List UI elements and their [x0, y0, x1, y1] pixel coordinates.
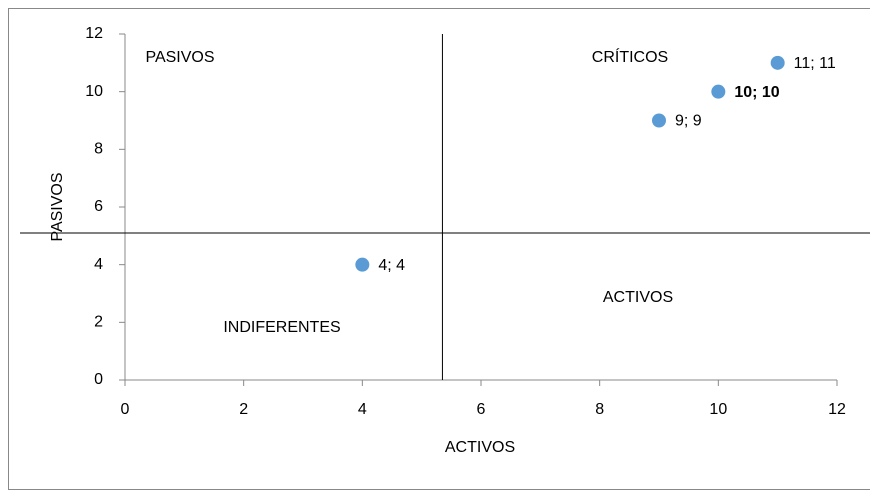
- y-tick-label: 0: [94, 371, 103, 388]
- y-tick-label: 10: [85, 83, 103, 100]
- quadrant-label: INDIFERENTES: [223, 319, 340, 336]
- x-tick-label: 8: [595, 401, 604, 418]
- y-tick-label: 12: [85, 25, 103, 42]
- point: [770, 55, 785, 70]
- x-tick-label: 0: [121, 401, 130, 418]
- data-label: 4; 4: [378, 257, 405, 274]
- y-tick-label: 2: [94, 314, 103, 331]
- chart-frame: [8, 8, 870, 490]
- data-label: 11; 11: [794, 55, 836, 72]
- x-tick-label: 12: [828, 401, 846, 418]
- y-tick-label: 4: [94, 256, 103, 273]
- x-tick-label: 6: [477, 401, 486, 418]
- point: [711, 84, 726, 99]
- x-tick-label: 4: [358, 401, 367, 418]
- quadrant-label: PASIVOS: [145, 49, 214, 66]
- quadrant-label: CRÍTICOS: [592, 47, 668, 66]
- x-axis-title: ACTIVOS: [445, 439, 515, 456]
- y-axis-title: PASIVOS: [49, 172, 66, 241]
- point: [652, 113, 666, 128]
- point: [355, 257, 370, 272]
- quadrant-label: ACTIVOS: [603, 289, 673, 306]
- data-label: 10; 10: [734, 84, 779, 101]
- x-tick-label: 10: [709, 401, 727, 418]
- x-tick-label: 2: [239, 401, 248, 418]
- y-tick-label: 8: [94, 141, 103, 158]
- y-tick-label: 6: [94, 198, 103, 215]
- data-label: 9; 9: [675, 113, 702, 130]
